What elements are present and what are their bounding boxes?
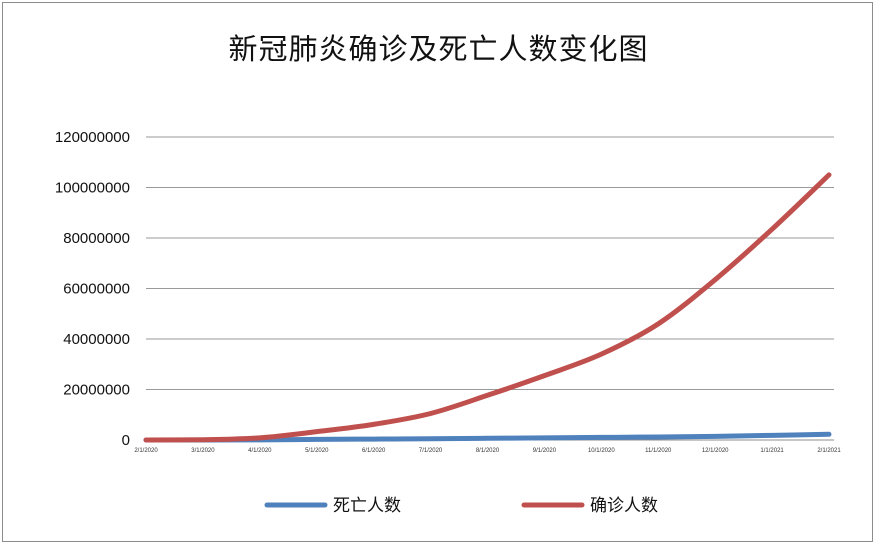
x-tick-label: 2/1/2020 [134, 448, 158, 454]
gridlines [146, 136, 834, 390]
chart-title: 新冠肺炎确诊及死亡人数变化图 [228, 32, 649, 66]
x-tick-label: 6/1/2020 [362, 448, 386, 454]
x-tick-label: 5/1/2020 [305, 448, 329, 454]
x-tick-label: 4/1/2020 [248, 448, 272, 454]
series-line-1 [143, 172, 832, 443]
x-tick-label: 9/1/2020 [533, 448, 557, 454]
x-tick-label: 3/1/2020 [191, 448, 215, 454]
x-tick-label: 10/1/2020 [588, 448, 615, 454]
x-tick-label: 11/1/2020 [645, 448, 672, 454]
legend: 死亡人数 确诊人数 [264, 496, 658, 516]
legend-label: 死亡人数 [333, 496, 401, 516]
x-tick-label: 8/1/2020 [476, 448, 500, 454]
x-tick-label: 1/1/2021 [760, 448, 784, 454]
series-lines [143, 172, 832, 443]
x-axis-ticks: 2/1/2020 3/1/2020 4/1/2020 5/1/2020 6/1/2020… [134, 448, 841, 454]
y-tick-label: 20000000 [63, 382, 130, 399]
x-tick-label: 7/1/2020 [419, 448, 443, 454]
y-tick-label: 40000000 [63, 331, 130, 348]
x-tick-label: 12/1/2020 [702, 448, 729, 454]
y-axis-ticks: 0 20000000 40000000 60000000 80000000 1000000… [55, 129, 130, 449]
legend-label: 确诊人数 [590, 496, 658, 516]
x-tick-label: 2/1/2021 [817, 448, 841, 454]
y-tick-label: 100000000 [55, 180, 130, 197]
y-tick-label: 80000000 [63, 230, 130, 247]
y-tick-label: 0 [122, 432, 130, 449]
y-tick-label: 60000000 [63, 281, 130, 298]
y-tick-label: 120000000 [55, 129, 130, 146]
